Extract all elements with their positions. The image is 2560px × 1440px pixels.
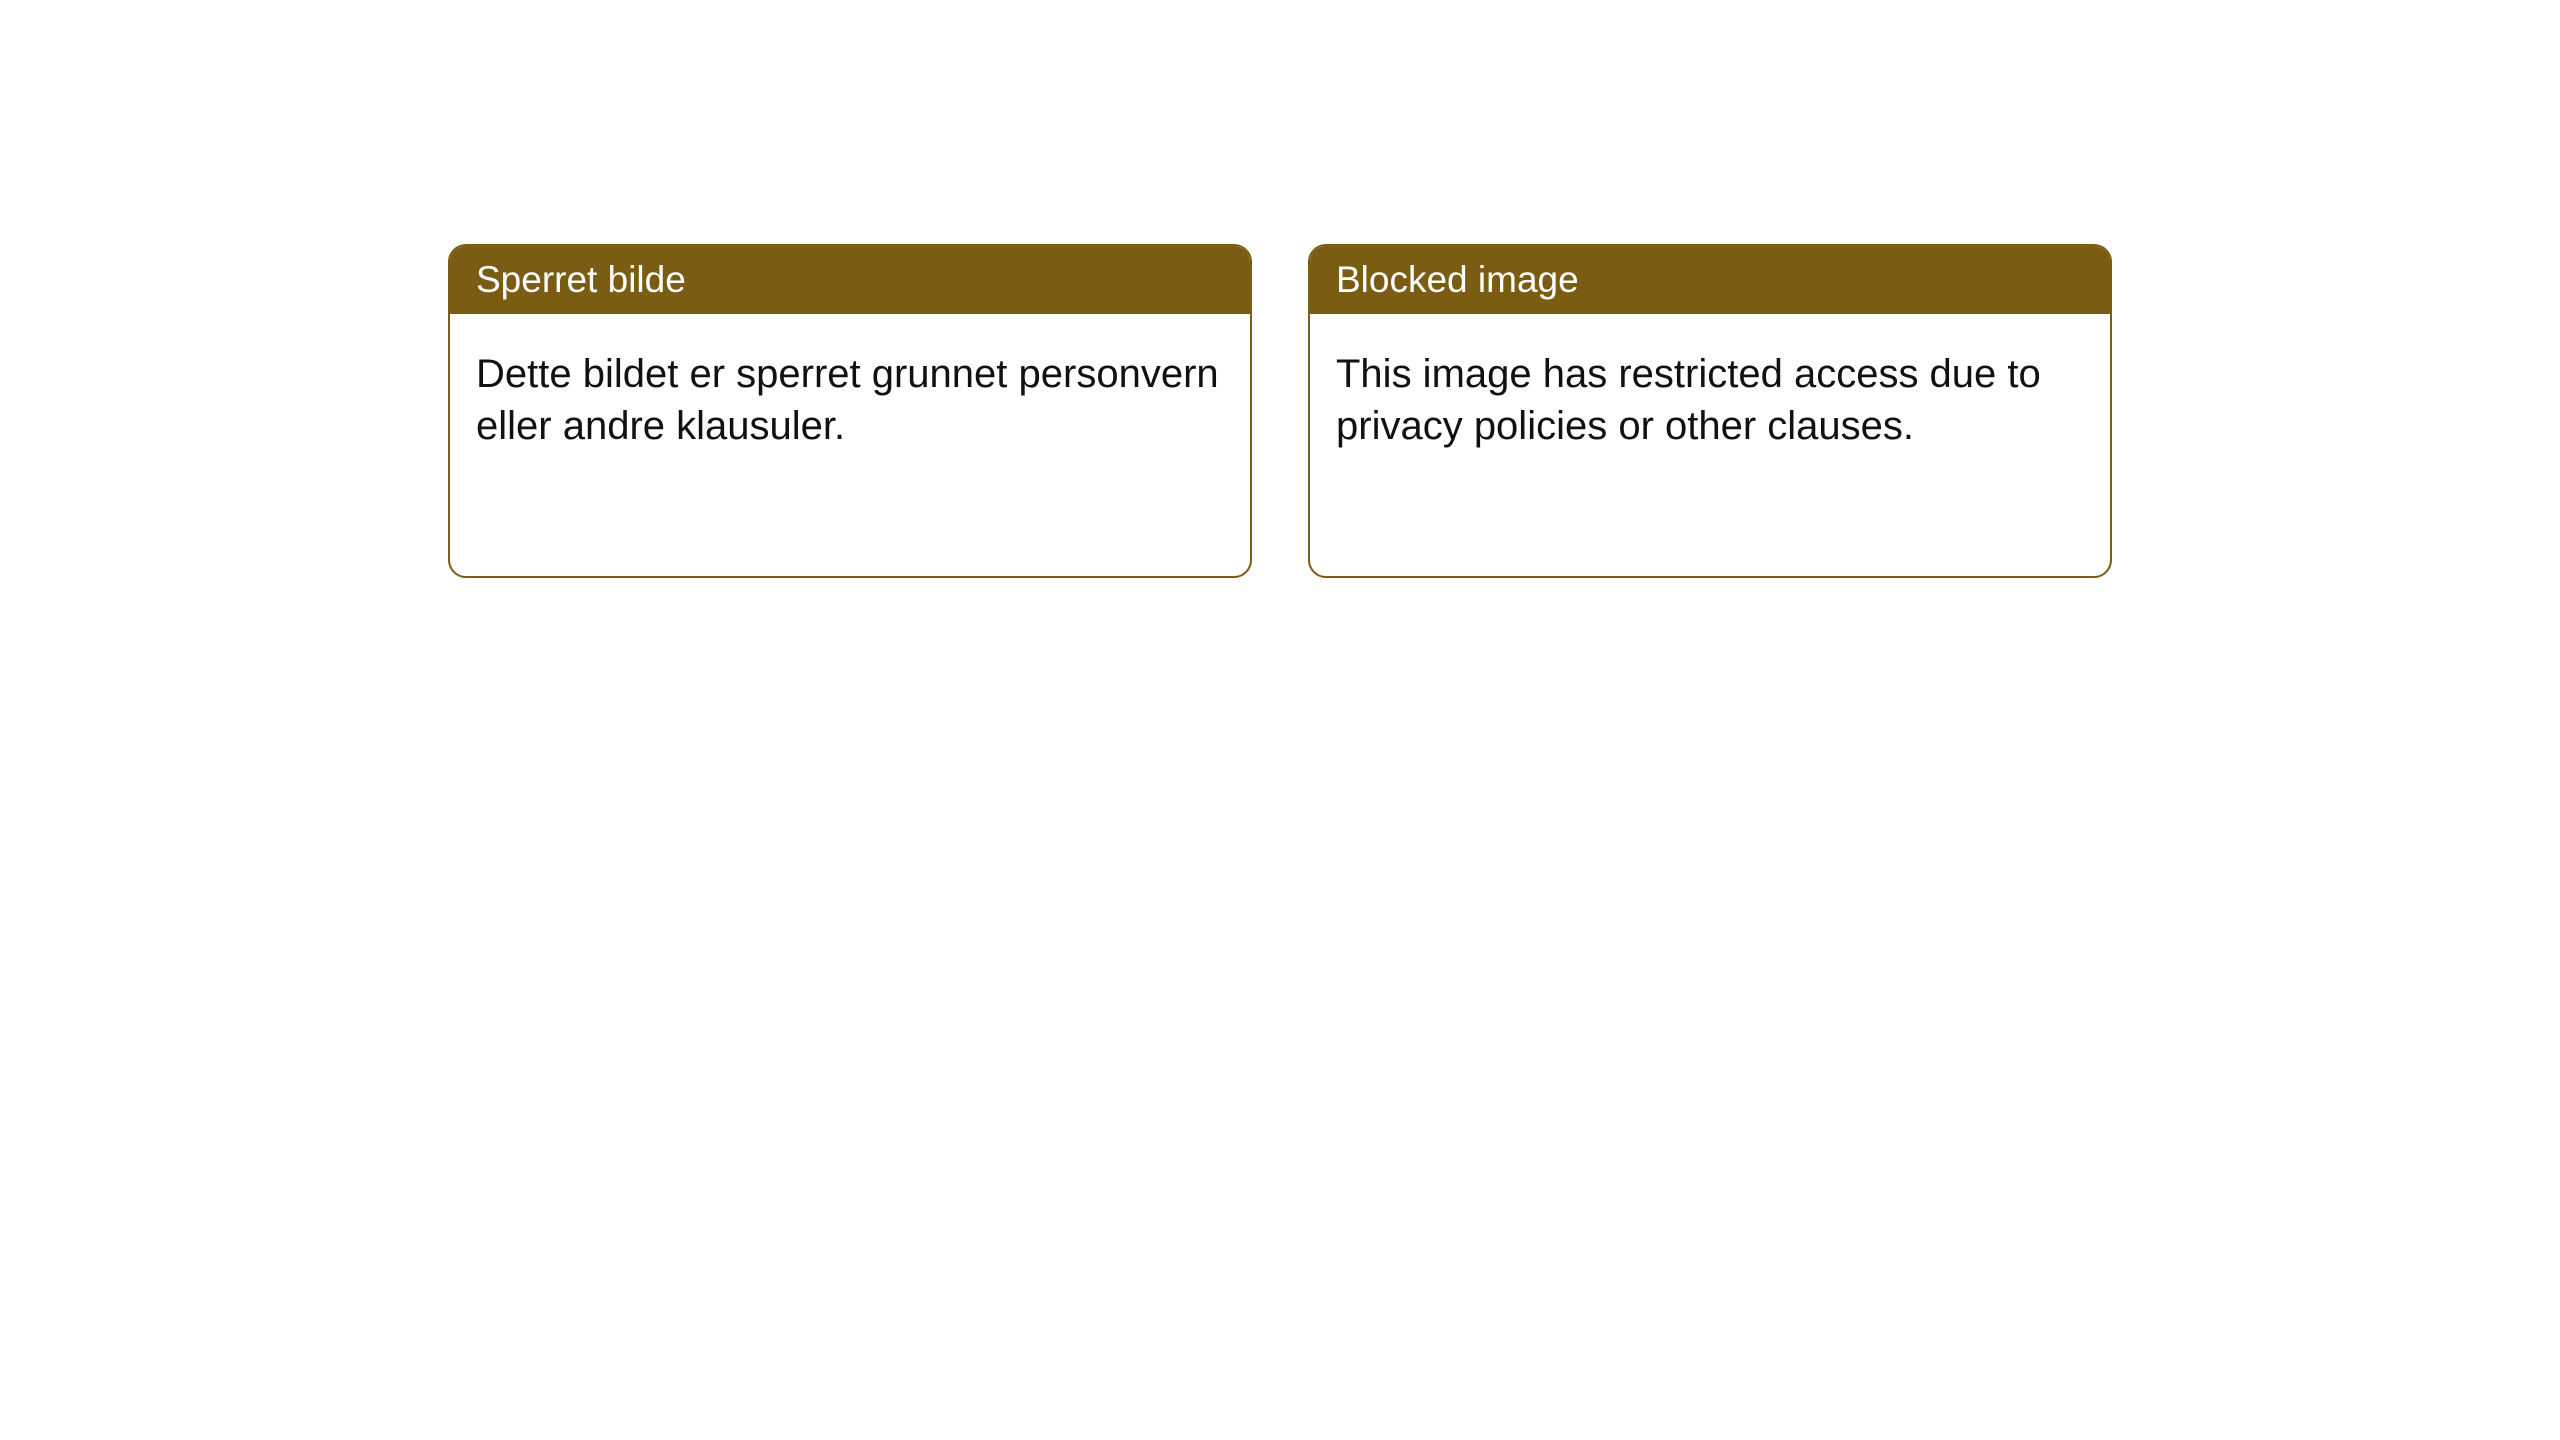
blocked-image-card-norwegian: Sperret bilde Dette bildet er sperret gr… xyxy=(448,244,1252,578)
blocked-image-card-english: Blocked image This image has restricted … xyxy=(1308,244,2112,578)
card-title-norwegian: Sperret bilde xyxy=(450,246,1250,314)
card-title-english: Blocked image xyxy=(1310,246,2110,314)
card-body-norwegian: Dette bildet er sperret grunnet personve… xyxy=(450,314,1250,486)
notice-container: Sperret bilde Dette bildet er sperret gr… xyxy=(448,244,2112,578)
card-body-english: This image has restricted access due to … xyxy=(1310,314,2110,486)
